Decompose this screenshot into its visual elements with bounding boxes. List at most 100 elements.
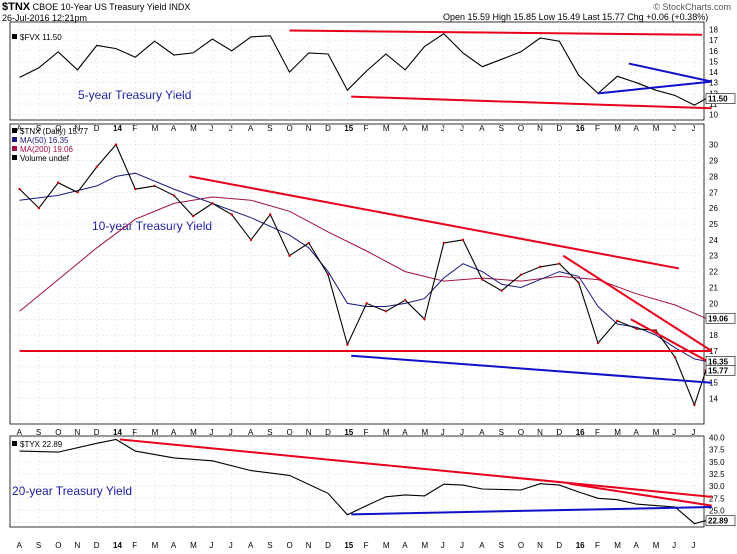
y-tick-label: 32.5 — [709, 470, 725, 479]
x-tick-label: M — [190, 428, 197, 437]
x-tick-label: 14 — [113, 124, 122, 133]
price-point — [191, 214, 195, 218]
price-point — [654, 329, 658, 332]
x-tick-label: N — [306, 541, 312, 550]
x-tick-label: D — [325, 541, 331, 550]
price-point — [249, 238, 253, 242]
x-tick-label: N — [74, 428, 80, 437]
x-tick-label: O — [287, 428, 293, 437]
price-point — [461, 238, 465, 242]
price-point — [558, 262, 561, 265]
x-tick-label: J — [691, 428, 695, 437]
price-point — [365, 302, 368, 305]
x-tick-label: 14 — [113, 541, 122, 550]
price-point — [230, 213, 233, 216]
x-tick-label: J — [672, 541, 676, 550]
x-tick-label: N — [537, 541, 543, 550]
x-tick-label: M — [421, 124, 428, 133]
y-tick-label: 21 — [709, 283, 718, 292]
y-tick-label: 27 — [709, 188, 718, 197]
price-point — [56, 181, 60, 184]
exchange: INDX — [168, 2, 191, 12]
legend-swatch — [12, 146, 17, 151]
value-tag — [705, 93, 736, 104]
x-tick-label: A — [171, 428, 177, 437]
x-tick-label: A — [634, 428, 640, 437]
chart-header: $TNX CBOE 10-Year US Treasury Yield INDX — [2, 1, 190, 13]
x-tick-label: J — [441, 124, 445, 133]
price-point — [153, 184, 156, 188]
y-tick-label: 17 — [709, 347, 718, 356]
x-tick-label: S — [36, 428, 41, 437]
y-tick-label: 24 — [709, 236, 718, 245]
y-tick-label: 18 — [709, 331, 718, 340]
price-point — [76, 191, 79, 194]
y-tick-label: 30 — [709, 141, 718, 150]
x-tick-label: F — [132, 124, 137, 133]
y-tick-label: 25 — [709, 220, 718, 229]
x-tick-label: J — [460, 124, 464, 133]
x-tick-label: F — [132, 428, 137, 437]
x-tick-label: M — [653, 428, 660, 437]
value-tag-label: 22.89 — [708, 517, 729, 526]
y-tick-label: 30.0 — [709, 482, 725, 491]
ma50-line — [19, 172, 707, 362]
y-tick-label: 10 — [709, 111, 718, 120]
price-point — [288, 254, 291, 257]
x-tick-label: N — [537, 428, 543, 437]
price-point — [211, 202, 214, 205]
legend-entry: $TNX (Daily) 15.77 — [20, 127, 89, 136]
x-tick-label: S — [499, 541, 504, 550]
price-point — [519, 273, 523, 276]
x-tick-label: J — [229, 541, 233, 550]
price-point — [172, 194, 176, 197]
price-point — [37, 206, 41, 210]
price-point — [500, 289, 503, 292]
chart-date: 26-Jul-2016 12:21pm — [2, 13, 88, 23]
x-tick-label: S — [267, 428, 272, 437]
y-tick-label: 28 — [709, 172, 718, 181]
price-point — [481, 278, 484, 281]
panel-frame — [9, 435, 705, 528]
panel-frame — [9, 123, 705, 425]
x-tick-label: O — [518, 428, 524, 437]
y-tick-label: 29 — [709, 157, 718, 166]
x-tick-label: A — [248, 428, 254, 437]
x-tick-label: J — [441, 428, 445, 437]
x-tick-label: M — [614, 124, 621, 133]
red-trendline — [630, 318, 713, 365]
red-trendline — [289, 29, 703, 36]
x-tick-label: 16 — [576, 124, 585, 133]
x-tick-label: 14 — [113, 428, 122, 437]
x-tick-label: M — [421, 428, 428, 437]
x-tick-label: A — [402, 428, 408, 437]
y-tick-label: 37.5 — [709, 446, 725, 455]
y-tick-label: 18 — [709, 25, 718, 34]
x-tick-label: M — [152, 541, 159, 550]
price-point — [635, 327, 638, 330]
price-point — [95, 165, 98, 169]
x-tick-label: A — [171, 541, 177, 550]
x-tick-label: S — [267, 124, 272, 133]
symbol: $TNX — [2, 1, 31, 13]
legend-entry: $TYX 22.89 — [20, 440, 63, 449]
price-line — [19, 32, 707, 106]
x-tick-label: D — [556, 541, 562, 550]
x-tick-label: A — [248, 541, 254, 550]
x-tick-label: F — [364, 124, 369, 133]
x-tick-label: F — [595, 428, 600, 437]
x-tick-label: A — [17, 428, 23, 437]
blue-trendline — [597, 80, 712, 95]
x-tick-label: J — [691, 124, 695, 133]
x-tick-label: A — [17, 541, 23, 550]
annotation-5yr: 5-year Treasury Yield — [78, 88, 192, 102]
x-tick-label: S — [267, 541, 272, 550]
x-tick-label: D — [94, 428, 100, 437]
x-tick-label: 16 — [576, 428, 585, 437]
legend-swatch — [12, 137, 17, 142]
x-tick-label: S — [36, 124, 41, 133]
value-tag-label: 16.35 — [708, 357, 729, 366]
price-point — [18, 187, 21, 191]
blue-trendline — [351, 354, 712, 384]
